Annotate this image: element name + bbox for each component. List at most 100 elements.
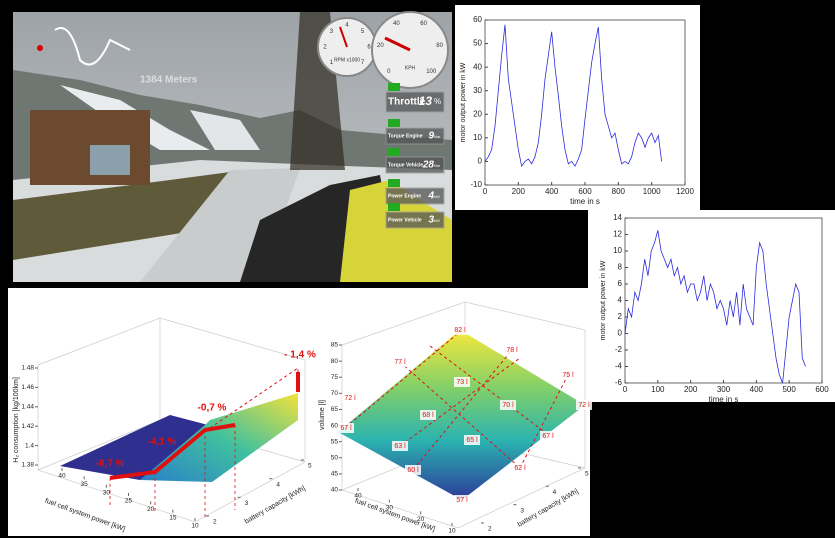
readout-unit: Nm bbox=[434, 134, 441, 139]
y-tick-label: -10 bbox=[470, 180, 482, 189]
x-tick-label: 200 bbox=[684, 385, 698, 394]
y-tick-label: 2 bbox=[618, 312, 623, 321]
z-tick-label: 1.38 bbox=[21, 462, 34, 469]
readout-label: Torque Engine bbox=[388, 133, 423, 139]
z-tick-label: 70 bbox=[331, 390, 339, 397]
x-tick-label: 500 bbox=[782, 385, 796, 394]
x-tick-label: 400 bbox=[750, 385, 764, 394]
z-tick-label: 65 bbox=[331, 406, 339, 413]
y-tick-label: 50 bbox=[473, 39, 482, 48]
y-tick-label: 2 bbox=[488, 526, 492, 533]
page: 1384 Meters1234567RPM x1000020406080100K… bbox=[0, 0, 835, 538]
z-tick-label: 45 bbox=[331, 471, 339, 478]
annotation: 75 l bbox=[562, 372, 574, 379]
x-axis-label: time in s bbox=[570, 197, 600, 206]
x-tick-label: 1000 bbox=[643, 187, 661, 196]
readout-label: Torque Vehicle bbox=[388, 162, 423, 168]
annotation: - 1,4 % bbox=[284, 350, 316, 361]
gauge-unit: RPM x1000 bbox=[334, 58, 360, 64]
z-tick-label: 55 bbox=[331, 438, 339, 445]
x-tick-label: 0 bbox=[483, 187, 488, 196]
y-tick-label: 2 bbox=[213, 519, 217, 526]
altitude: 1384 Meters bbox=[140, 75, 198, 86]
position-dot bbox=[37, 45, 43, 51]
axis-label: volume [l] bbox=[319, 400, 326, 430]
y-tick-label: 40 bbox=[473, 62, 482, 71]
x-tick-label: 600 bbox=[578, 187, 592, 196]
z-tick-label: 1.42 bbox=[21, 423, 34, 430]
annotation: 62 l bbox=[514, 465, 526, 472]
y-tick-label: 20 bbox=[473, 109, 482, 118]
z-tick-label: 85 bbox=[331, 342, 339, 349]
z-tick-label: 1.48 bbox=[21, 365, 34, 372]
x-tick-label: 400 bbox=[545, 187, 559, 196]
x-tick-label: 10 bbox=[191, 523, 199, 530]
annotation: -8,7 % bbox=[96, 459, 125, 470]
x-tick-label: 300 bbox=[717, 385, 731, 394]
annotation: 73 l bbox=[456, 379, 468, 386]
y-axis-label: motor output power in kW bbox=[600, 260, 607, 340]
x-tick-label: 30 bbox=[103, 489, 111, 496]
y-tick-label: 4 bbox=[618, 296, 623, 305]
annotation: 72 l bbox=[578, 402, 590, 409]
x-tick-label: 35 bbox=[81, 481, 89, 488]
readout-bar bbox=[388, 119, 400, 127]
z-tick-label: 80 bbox=[331, 358, 339, 365]
annotation: 70 l bbox=[502, 402, 514, 409]
annotation: 65 l bbox=[466, 437, 478, 444]
y-tick-label: 8 bbox=[618, 263, 623, 272]
x-tick-label: 0 bbox=[623, 385, 628, 394]
annotation: 57 l bbox=[456, 497, 468, 504]
gauge-tick-label: 20 bbox=[377, 43, 384, 49]
x-axis-label: time in s bbox=[709, 395, 739, 404]
annotation: 63 l bbox=[394, 443, 406, 450]
readout-bar bbox=[388, 179, 400, 187]
annotation: 78 l bbox=[506, 347, 518, 354]
x-tick-label: 200 bbox=[512, 187, 526, 196]
gauge-tick-label: 40 bbox=[393, 21, 400, 27]
readout-label: Power Vehicle bbox=[388, 217, 422, 223]
y-tick-label: 5 bbox=[308, 463, 312, 470]
y-tick-label: -4 bbox=[615, 362, 623, 371]
annotation: -0,7 % bbox=[198, 403, 227, 414]
y-tick-label: 10 bbox=[473, 133, 482, 142]
axis-label: H₂ consumption [kg/100km] bbox=[13, 377, 20, 463]
annotation: 67 l bbox=[542, 433, 554, 440]
readout-bar bbox=[388, 203, 400, 211]
y-tick-label: -2 bbox=[615, 345, 623, 354]
y-tick-label: 12 bbox=[613, 230, 622, 239]
annotation: 72 l bbox=[344, 395, 356, 402]
x-tick-label: 20 bbox=[147, 506, 155, 513]
y-tick-label: 60 bbox=[473, 15, 482, 24]
readout-unit: Nm bbox=[434, 163, 441, 168]
y-tick-label: 4 bbox=[553, 489, 557, 496]
y-tick-label: 6 bbox=[618, 279, 623, 288]
x-tick-label: 40 bbox=[58, 473, 66, 480]
x-tick-label: 600 bbox=[815, 385, 829, 394]
y-tick-label: 3 bbox=[520, 507, 524, 514]
y-tick-label: 0 bbox=[618, 329, 623, 338]
z-tick-label: 1.44 bbox=[21, 404, 34, 411]
x-tick-label: 800 bbox=[612, 187, 626, 196]
y-tick-label: 14 bbox=[613, 213, 622, 222]
gauge-tick-label: 100 bbox=[426, 69, 437, 75]
sign bbox=[90, 145, 130, 175]
x-tick-label: 1200 bbox=[676, 187, 694, 196]
z-tick-label: 40 bbox=[331, 487, 339, 494]
annotation: 68 l bbox=[422, 412, 434, 419]
figure: 1384 Meters1234567RPM x1000020406080100K… bbox=[0, 0, 835, 538]
y-tick-label: 4 bbox=[276, 481, 280, 488]
readout-value: 28 bbox=[422, 160, 435, 171]
y-tick-label: 0 bbox=[478, 157, 483, 166]
readout-bar bbox=[388, 148, 400, 156]
x-tick-label: 100 bbox=[651, 385, 665, 394]
z-tick-label: 50 bbox=[331, 454, 339, 461]
gauge-tick-label: 80 bbox=[436, 43, 443, 49]
z-tick-label: 1.4 bbox=[25, 442, 34, 449]
annotation: 82 l bbox=[454, 327, 466, 334]
readout-label: Power Engine bbox=[388, 193, 421, 199]
y-tick-label: 3 bbox=[245, 500, 249, 507]
annotation: 60 l bbox=[407, 467, 419, 474]
z-tick-label: 60 bbox=[331, 422, 339, 429]
y-axis-label: motor output power in kW bbox=[460, 62, 467, 142]
